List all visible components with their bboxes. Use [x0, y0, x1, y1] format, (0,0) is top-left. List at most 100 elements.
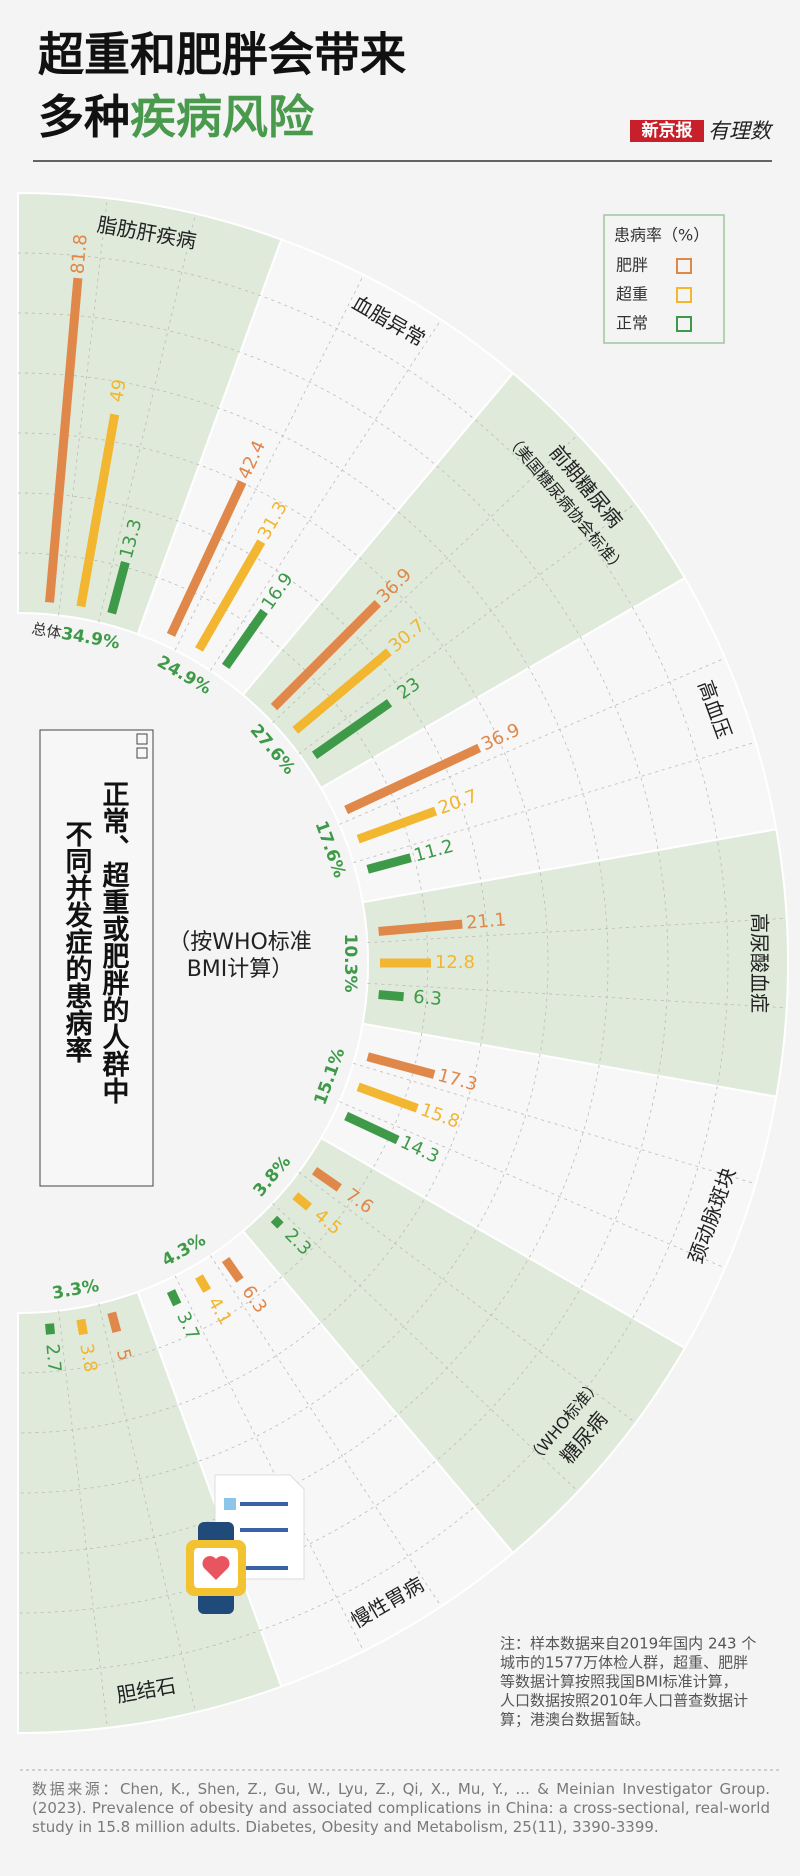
title-highlight: 疾病风险 [130, 90, 315, 144]
sector [17, 1290, 283, 1735]
radial-guide [98, 1303, 196, 1713]
note-line: 算；港澳台数据暂缺。 [500, 1711, 650, 1729]
legend-label: 肥胖 [616, 256, 648, 275]
radial-guide [209, 1255, 442, 1607]
bar [45, 1323, 55, 1335]
title-text: 多种 [38, 90, 130, 144]
heart [202, 1556, 230, 1580]
ring-guide [17, 252, 729, 1674]
sector [17, 191, 283, 636]
brand-sub: 有理数 [708, 119, 774, 143]
radial-guide [353, 741, 756, 864]
bar [344, 1111, 400, 1145]
value-label: 49 [106, 378, 131, 404]
bar [76, 413, 120, 608]
bar [270, 1215, 284, 1229]
value-label: 3.8 [75, 1342, 101, 1374]
bar [45, 277, 83, 603]
source: 数据来源：Chen, K., Shen, Z., Gu, W., Lyu, Z.… [32, 1780, 770, 1836]
title-line: 超重和肥胖会带来 [38, 28, 406, 82]
bar [356, 806, 438, 844]
bar [344, 743, 482, 815]
bar [221, 1256, 244, 1283]
bar [292, 648, 392, 734]
legend-title: 患病率（%） [614, 226, 709, 245]
legend-swatch [676, 258, 692, 274]
doc-line [240, 1502, 288, 1506]
radial-guide [353, 1062, 756, 1185]
box-icon [136, 733, 148, 745]
radial-guide [298, 502, 636, 755]
legend-label: 正常 [616, 314, 648, 333]
radial-guide [272, 1202, 579, 1492]
overall-label: 10.3% [340, 934, 360, 993]
overall-label: 3.3% [51, 1276, 101, 1304]
sector [361, 828, 789, 1098]
radial-guide [367, 917, 787, 944]
value-label: 81.8 [67, 233, 91, 275]
ring-guide [17, 552, 429, 1374]
value-label: 21.1 [465, 909, 507, 933]
overall-label: 总体34.9% [30, 618, 121, 653]
ring-guide [17, 372, 609, 1554]
radial-guide [209, 319, 442, 671]
bar [76, 1318, 88, 1336]
bar [378, 990, 404, 1002]
radial-guide [98, 213, 196, 623]
bar [311, 699, 393, 760]
value-label: 5 [112, 1347, 135, 1363]
box-icon [136, 747, 148, 759]
doc-mark [224, 1498, 236, 1510]
radial-guide [174, 1275, 364, 1652]
health-icon [186, 1474, 305, 1614]
value-label: 12.8 [435, 952, 475, 973]
bar [221, 608, 268, 670]
bar [166, 480, 247, 637]
radial-guide [58, 1310, 108, 1728]
radial-guide [339, 1101, 726, 1269]
doc-line [240, 1528, 288, 1532]
note: 注：样本数据来自2019年国内 243 个城市的1577万体检人群，超重、肥胖等… [500, 1635, 756, 1729]
sector [319, 576, 778, 904]
bar [166, 1289, 182, 1307]
bar [107, 1311, 122, 1334]
doc-line [240, 1566, 288, 1570]
bar [195, 1274, 212, 1293]
radial-guide [339, 657, 726, 825]
legend-box [603, 214, 725, 344]
overall-value: 3.3% [51, 1276, 101, 1304]
value-label: 6.3 [412, 987, 442, 1010]
note-line: 注：样本数据来自2019年国内 243 个 [500, 1635, 756, 1653]
radial-guide [298, 1171, 636, 1424]
chart-background [17, 191, 789, 1735]
radial-guide [272, 434, 579, 724]
bar [107, 561, 130, 615]
bar [356, 1082, 419, 1113]
center-subtitle: BMI计算） [187, 957, 294, 982]
brand: 新京报 [642, 120, 693, 140]
legend-swatch [676, 287, 692, 303]
sector [241, 1136, 687, 1555]
overall-value: 10.3% [340, 934, 360, 993]
overall-value: 34.9% [60, 624, 122, 654]
bar [378, 919, 463, 936]
center-box [39, 729, 154, 1187]
note-line: 城市的1577万体检人群，超重、肥胖 [500, 1654, 748, 1672]
sector [319, 1022, 778, 1350]
center-subtitle: （按WHO标准 [168, 930, 312, 955]
radial-guide [367, 982, 787, 1009]
value-label: 2.7 [41, 1343, 64, 1373]
note-line: 人口数据按照2010年人口普查数据计 [500, 1692, 748, 1710]
category-label: 高尿酸血症 [748, 913, 772, 1013]
bar [195, 539, 266, 652]
center-title: 不同并发症的患病率 [61, 820, 94, 1063]
bar [292, 1192, 312, 1211]
legend-swatch [676, 316, 692, 332]
title-line: 多种疾病风险 [38, 90, 315, 144]
overall-prefix: 总体 [30, 619, 63, 642]
center-title: 正常、超重或肥胖的人群中 [98, 780, 131, 1104]
bar [366, 853, 412, 874]
